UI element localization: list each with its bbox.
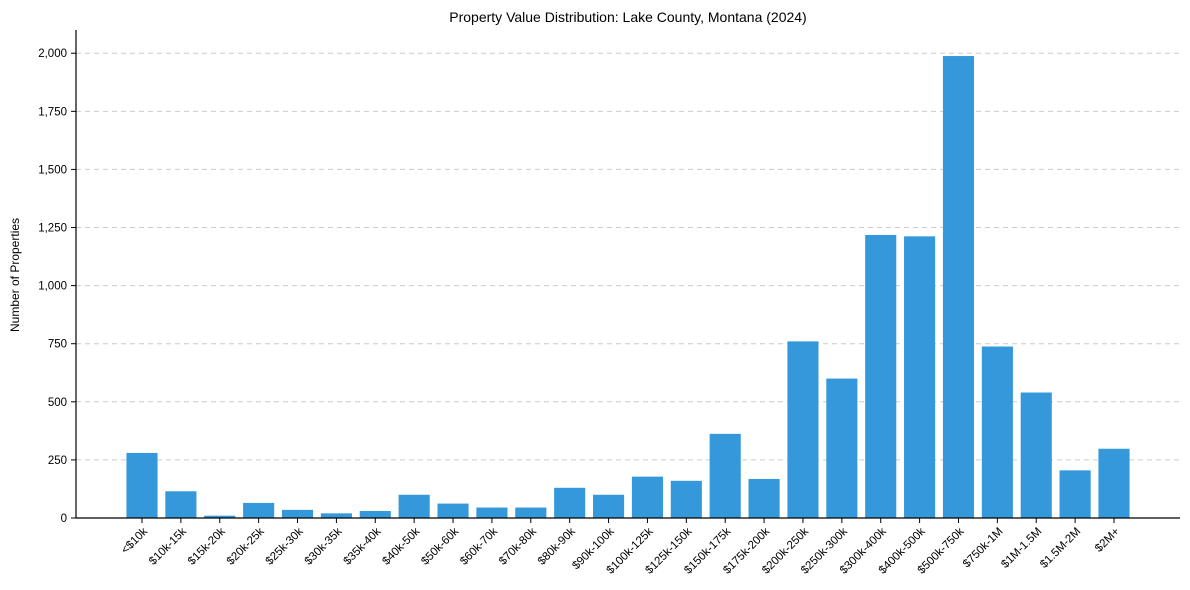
bar bbox=[787, 341, 819, 518]
y-tick-label: 1,750 bbox=[38, 106, 67, 118]
bar bbox=[554, 487, 586, 518]
bar bbox=[165, 491, 197, 518]
y-tick-label: 750 bbox=[48, 339, 67, 351]
bar bbox=[359, 511, 391, 518]
x-tick-label: $30k-35k bbox=[303, 525, 345, 567]
bar bbox=[631, 476, 663, 518]
y-axis-label: Number of Properties bbox=[8, 218, 22, 332]
x-tick-label: <$10k bbox=[119, 525, 150, 556]
bar bbox=[398, 494, 430, 518]
y-tick-label: 1,250 bbox=[38, 223, 67, 235]
x-tick-label: $60k-70k bbox=[458, 525, 500, 567]
y-tick-label: 1,000 bbox=[38, 281, 67, 293]
bar bbox=[865, 234, 897, 518]
y-tick-label: 2,000 bbox=[38, 48, 67, 60]
bar bbox=[942, 56, 975, 518]
y-tick-label: 250 bbox=[48, 455, 67, 467]
bar bbox=[320, 513, 352, 518]
bar bbox=[515, 507, 547, 518]
x-tick-label: $25k-30k bbox=[264, 525, 306, 567]
bar bbox=[1098, 448, 1130, 518]
bar bbox=[281, 509, 314, 518]
x-tick-label: $50k-60k bbox=[419, 525, 461, 567]
bar bbox=[981, 346, 1013, 518]
chart-title: Property Value Distribution: Lake County… bbox=[449, 9, 806, 25]
x-tick-label: $1.5M-2M bbox=[1038, 526, 1083, 571]
bar bbox=[437, 503, 469, 518]
bar bbox=[1020, 392, 1052, 518]
x-tick-label: $70k-80k bbox=[497, 525, 539, 567]
bar bbox=[243, 502, 275, 518]
bar bbox=[476, 507, 508, 518]
x-tick-label: $2M+ bbox=[1093, 525, 1122, 554]
y-tick-label: 500 bbox=[48, 397, 67, 409]
bar bbox=[826, 378, 858, 518]
grid-lines bbox=[76, 52, 1180, 461]
x-tick-label: $20k-25k bbox=[225, 525, 267, 567]
bar bbox=[709, 433, 741, 518]
x-tick-label: $40k-50k bbox=[380, 525, 422, 567]
x-tick-label: $10k-15k bbox=[147, 525, 189, 567]
x-tick-label: $15k-20k bbox=[186, 525, 228, 567]
y-tick-label: 1,500 bbox=[38, 164, 67, 176]
bar bbox=[126, 452, 158, 518]
bar bbox=[670, 480, 702, 518]
x-tick-label: $35k-40k bbox=[341, 525, 383, 567]
bar bbox=[1059, 470, 1091, 518]
bars bbox=[126, 56, 1130, 518]
bar bbox=[593, 494, 625, 518]
x-tick-label: $750k-1M bbox=[961, 526, 1006, 571]
bar bbox=[904, 236, 936, 518]
bar bbox=[204, 515, 236, 518]
bar bbox=[748, 478, 780, 518]
x-tick-label: $1M-1.5M bbox=[999, 526, 1044, 571]
y-tick-label: 0 bbox=[61, 513, 67, 525]
